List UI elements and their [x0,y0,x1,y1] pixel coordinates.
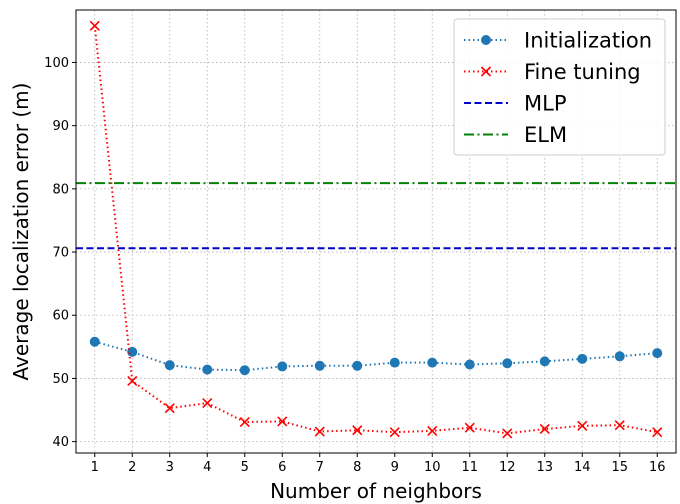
data-point-fine-tuning [239,416,250,428]
x-axis-label: Number of neighbors [270,479,482,503]
y-tick-label: 90 [52,119,69,134]
x-tick-label: 13 [536,460,553,475]
x-marker-stroke [502,428,513,439]
data-point-initialization [239,365,250,376]
x-marker-stroke [164,403,175,414]
y-tick-label: 50 [52,372,69,387]
x-marker-stroke [277,416,288,427]
data-point-fine-tuning [314,426,325,437]
x-marker-stroke [389,427,400,438]
data-point-initialization [352,360,363,371]
data-point-initialization [539,356,550,367]
data-point-fine-tuning [89,20,100,31]
x-tick-label: 12 [499,460,516,475]
x-marker-stroke [539,423,550,435]
y-tick-label: 70 [52,246,69,261]
data-point-initialization [277,361,288,372]
data-point-initialization [427,357,438,368]
x-tick-label: 11 [461,460,478,475]
data-point-initialization [314,360,325,371]
series-layer [76,20,676,439]
legend-marker-fine-tuning [480,66,492,77]
x-marker-stroke [314,426,325,437]
data-point-fine-tuning [539,423,550,435]
data-point-fine-tuning [577,420,588,431]
legend-label-elm: ELM [524,123,567,147]
data-point-initialization [89,336,100,347]
data-point-fine-tuning [464,422,475,433]
x-marker-stroke [577,420,588,431]
data-point-initialization [202,364,213,375]
legend-box [453,18,666,156]
x-marker-stroke [202,398,213,409]
data-point-fine-tuning [202,398,213,409]
legend-label-fine-tuning: Fine tuning [524,60,641,84]
data-point-fine-tuning [389,427,400,438]
x-marker-stroke [89,20,100,31]
x-tick-label: 15 [611,460,628,475]
legend-marker-initialization [481,35,491,45]
x-tick-label: 5 [241,460,249,475]
x-tick-label: 7 [316,460,324,475]
data-point-fine-tuning [277,416,288,427]
y-tick-label: 80 [52,182,69,197]
grid [76,10,676,453]
legend-label-initialization: Initialization [524,29,652,53]
data-point-initialization [614,351,625,362]
plot-frame [75,9,677,454]
data-point-initialization [502,358,513,369]
x-marker-stroke [239,416,250,428]
x-tick-label: 3 [166,460,174,475]
data-point-initialization [464,359,475,370]
legend-label-mlp: MLP [524,92,566,116]
x-tick-label: 10 [424,460,441,475]
data-point-initialization [577,353,588,364]
x-tick-label: 4 [203,460,211,475]
data-point-initialization [389,357,400,368]
x-marker-stroke [127,375,138,387]
data-point-fine-tuning [502,428,513,439]
x-tick-label: 16 [649,460,666,475]
y-axis-label: Average localization error (m) [9,83,33,381]
data-point-fine-tuning [427,425,438,436]
data-point-fine-tuning [164,403,175,414]
y-tick-label: 40 [52,435,69,450]
x-marker-stroke [427,425,438,436]
x-marker-stroke [352,425,363,436]
x-marker-stroke [652,427,663,438]
series-line-initialization [94,340,658,372]
data-point-fine-tuning [614,420,625,431]
x-tick-label: 1 [91,460,99,475]
legend: Initialization Fine tuning MLP ELM [453,18,666,156]
x-marker-stroke [480,66,492,77]
x-tick-label: 9 [391,460,399,475]
x-marker-stroke [614,420,625,431]
data-point-fine-tuning [352,425,363,436]
y-tick-label: 100 [44,56,69,71]
data-point-initialization [652,348,663,359]
data-point-fine-tuning [127,375,138,387]
x-tick-label: 2 [128,460,136,475]
x-tick-label: 14 [574,460,591,475]
y-tick-label: 60 [52,309,69,324]
data-point-initialization [164,360,175,371]
x-tick-label: 6 [278,460,286,475]
x-marker-stroke [464,422,475,433]
x-tick-label: 8 [353,460,361,475]
data-point-fine-tuning [652,427,663,438]
